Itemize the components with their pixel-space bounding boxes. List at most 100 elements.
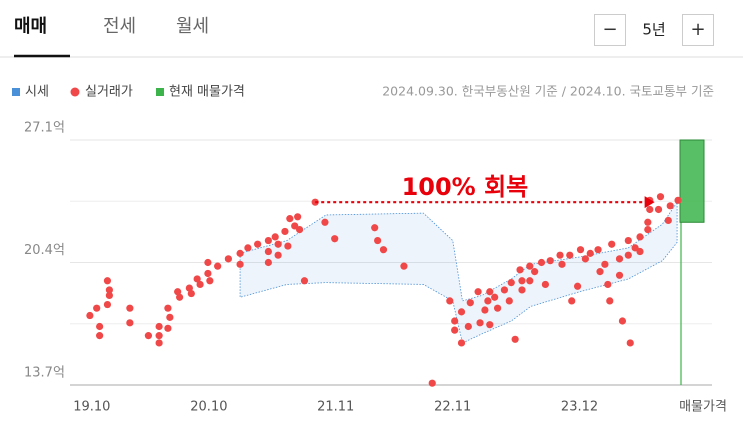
- transaction-point: [594, 246, 602, 254]
- transaction-point: [526, 277, 534, 285]
- transaction-point: [206, 277, 214, 285]
- transaction-point: [596, 268, 604, 276]
- transaction-point: [281, 227, 289, 236]
- tab[interactable]: 매매: [14, 16, 47, 37]
- transaction-point: [144, 332, 153, 340]
- transaction-point: [546, 257, 554, 265]
- transaction-point: [155, 332, 163, 340]
- transaction-point: [185, 284, 193, 292]
- transaction-point: [428, 379, 436, 387]
- annotation-arrowhead: [644, 196, 655, 209]
- y-tick-label: 27.1억: [24, 121, 65, 136]
- x-tick-label: 19.10: [73, 400, 110, 415]
- transaction-point: [126, 304, 134, 312]
- transaction-point: [271, 233, 279, 241]
- transaction-point: [244, 244, 252, 252]
- transaction-point: [274, 251, 282, 259]
- annotation-text: 100% 회복: [402, 173, 529, 201]
- minus-icon: −: [602, 19, 617, 40]
- transaction-point: [568, 297, 576, 305]
- x-tick-label: 22.11: [434, 400, 471, 415]
- transaction-point: [581, 255, 589, 263]
- transaction-point: [624, 236, 632, 245]
- transaction-point: [294, 213, 302, 221]
- transaction-point: [541, 280, 549, 289]
- transaction-point: [164, 304, 172, 312]
- transaction-point: [224, 255, 232, 263]
- transaction-point: [264, 236, 272, 245]
- transaction-point: [556, 251, 564, 259]
- plus-button[interactable]: [682, 14, 714, 46]
- transaction-point: [86, 311, 94, 320]
- transaction-point: [254, 240, 262, 248]
- transaction-point: [537, 258, 546, 267]
- tab[interactable]: 월세: [176, 16, 209, 37]
- transaction-point: [531, 268, 539, 276]
- transaction-point: [491, 293, 499, 301]
- transaction-point: [644, 225, 652, 234]
- transaction-point: [174, 288, 182, 296]
- x-tick-label: 23.12: [561, 400, 598, 415]
- transaction-point: [451, 326, 459, 334]
- transaction-point: [166, 313, 174, 321]
- y-tick-label: 20.4억: [24, 243, 65, 258]
- transaction-point: [518, 286, 526, 294]
- x-tick-label: 20.10: [190, 400, 227, 415]
- transaction-point: [374, 236, 382, 245]
- period-label: 5년: [642, 21, 665, 39]
- transaction-point: [371, 224, 379, 232]
- transaction-point: [646, 205, 654, 214]
- price-band: [239, 200, 678, 344]
- transaction-point: [214, 262, 222, 270]
- transaction-point: [500, 286, 509, 294]
- minus-button[interactable]: [594, 14, 626, 46]
- transaction-point: [400, 262, 408, 270]
- transaction-point: [176, 293, 184, 301]
- transaction-point: [608, 240, 616, 248]
- transaction-point: [204, 269, 212, 278]
- transaction-point: [618, 317, 627, 325]
- tab[interactable]: 전세: [103, 16, 136, 37]
- transaction-point: [126, 319, 134, 327]
- legend-label: 현재 매물가격: [169, 85, 245, 100]
- transaction-point: [656, 193, 665, 201]
- transaction-point: [155, 322, 163, 331]
- transaction-point: [474, 288, 482, 296]
- transaction-point: [466, 299, 474, 307]
- transaction-point: [636, 247, 644, 256]
- source-note: 2024.09.30. 한국부동산원 기준 / 2024.10. 국토교통부 기…: [382, 84, 714, 99]
- transaction-point: [204, 258, 212, 267]
- transaction-point: [666, 202, 674, 210]
- transaction-point: [505, 297, 513, 305]
- transaction-point: [103, 277, 112, 285]
- transaction-point: [331, 235, 339, 243]
- plus-icon: +: [690, 19, 705, 40]
- transaction-point: [644, 218, 652, 226]
- transaction-point: [516, 266, 524, 274]
- transaction-point: [105, 286, 113, 294]
- transaction-point: [96, 332, 104, 340]
- transaction-point: [518, 277, 526, 285]
- transaction-point: [284, 242, 292, 250]
- transaction-point: [105, 291, 113, 300]
- asking-price-bar: [679, 139, 705, 223]
- transaction-point: [674, 196, 682, 204]
- transaction-point: [566, 251, 574, 259]
- transaction-point: [573, 282, 582, 290]
- transaction-point: [486, 288, 494, 296]
- transaction-point: [236, 260, 244, 268]
- transaction-point: [586, 249, 594, 257]
- transaction-point: [295, 225, 304, 234]
- transaction-point: [558, 260, 566, 268]
- transaction-point: [526, 262, 534, 270]
- transaction-point: [164, 324, 172, 332]
- transaction-point: [626, 339, 634, 347]
- transaction-point: [300, 277, 309, 285]
- legend-swatch: [70, 87, 80, 97]
- transaction-point: [379, 246, 388, 254]
- transaction-point: [286, 215, 294, 223]
- transaction-point: [457, 339, 466, 347]
- x-end-label: 매물가격: [679, 400, 727, 415]
- transaction-point: [457, 308, 466, 316]
